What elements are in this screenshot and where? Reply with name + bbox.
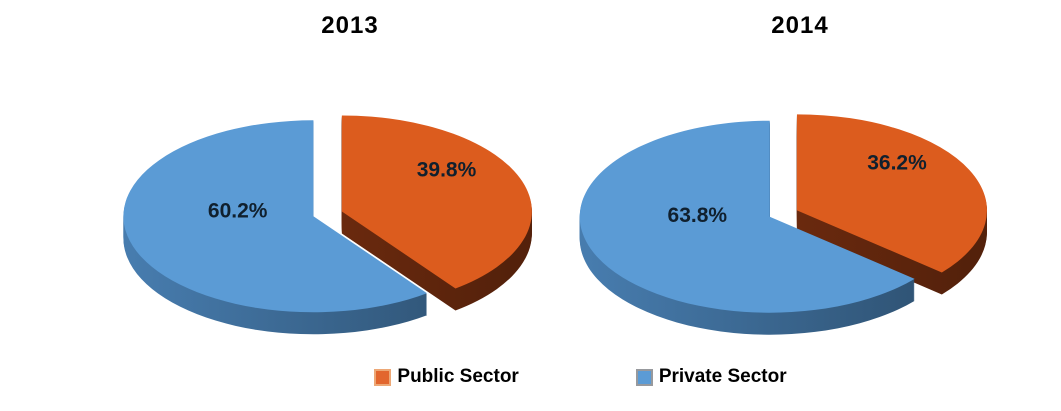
- legend-swatch-private-sector: [635, 368, 653, 386]
- value-label-public-sector-2014: 36.2%: [867, 151, 927, 174]
- legend-label-public-sector: Public Sector: [397, 366, 519, 387]
- legend-label-private-sector: Private Sector: [658, 366, 787, 387]
- pie-slice-private-sector-2013: [123, 120, 428, 313]
- legend: Public Sector Private Sector: [0, 366, 1061, 388]
- pie-title-2013: 2013: [321, 12, 379, 39]
- value-label-private-sector-2013: 60.2%: [208, 200, 268, 223]
- pie-slice-public-sector-2013: [341, 115, 532, 289]
- value-label-private-sector-2014: 63.8%: [668, 204, 728, 227]
- legend-item-private-sector: Private Sector: [635, 366, 787, 388]
- value-label-public-sector-2013: 39.8%: [417, 159, 477, 182]
- pie-slice-private-sector-2014: [579, 120, 915, 313]
- legend-swatch-public-sector: [374, 368, 392, 386]
- pie-slice-public-sector-2014: [796, 114, 987, 273]
- pie-title-2014: 2014: [771, 12, 829, 39]
- legend-item-public-sector: Public Sector: [374, 366, 519, 388]
